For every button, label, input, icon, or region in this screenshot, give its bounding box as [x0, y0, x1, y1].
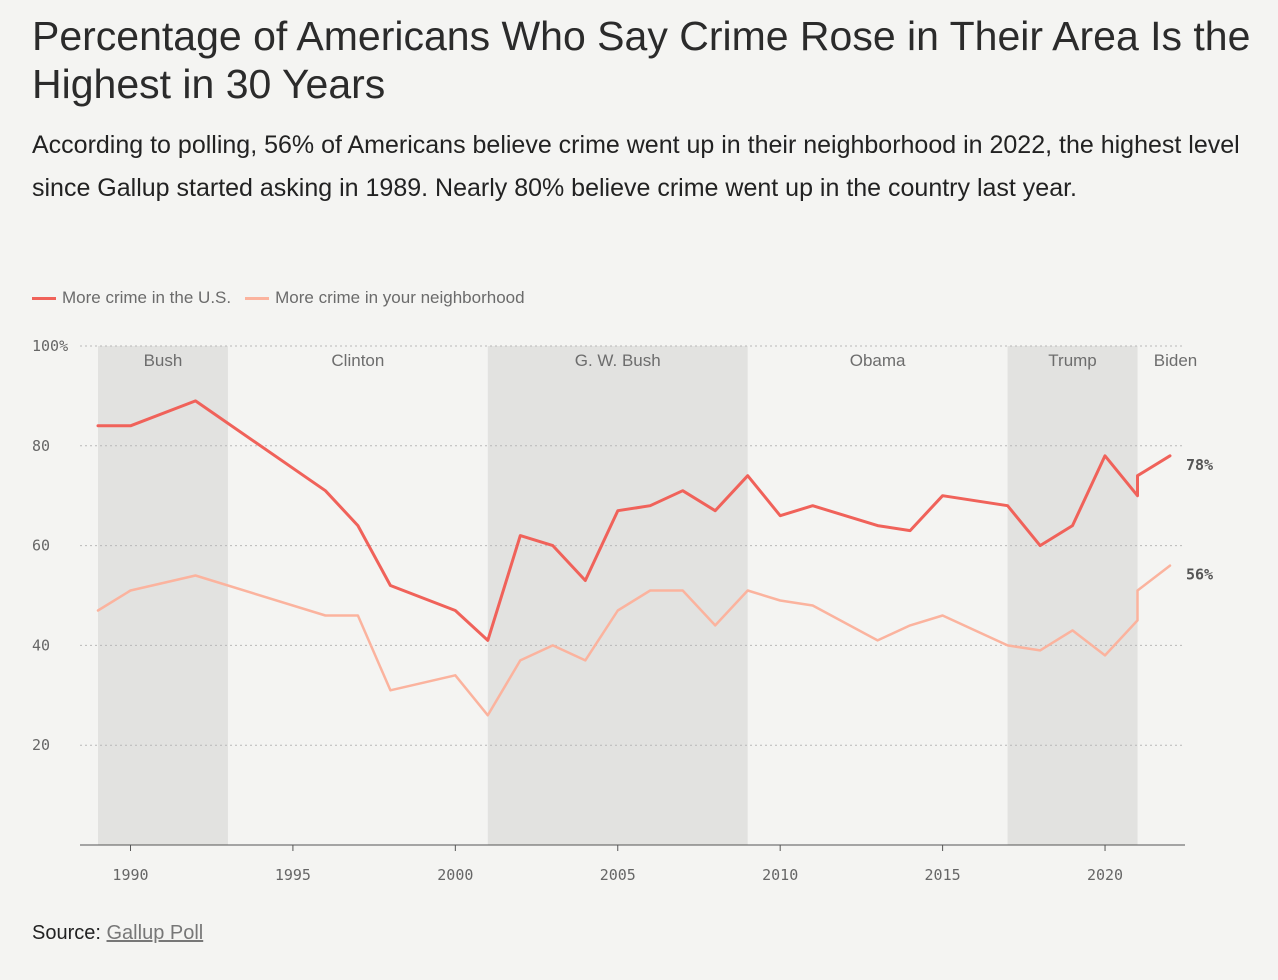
presidency-label-biden: Biden [1154, 351, 1197, 370]
legend-swatch-us [32, 296, 56, 300]
legend-label-us: More crime in the U.S. [62, 288, 232, 307]
presidency-band-bush [98, 346, 228, 845]
y-tick-label-80: 80 [32, 437, 50, 455]
legend: More crime in the U.S. More crime in you… [32, 287, 539, 309]
x-tick-label-2015: 2015 [925, 866, 961, 884]
x-tick-label-2010: 2010 [762, 866, 798, 884]
legend-swatch-neighborhood [245, 296, 270, 300]
line-chart: 20 40 60 80 100% 1990 1995 2000 2005 2010 2015 2020… [32, 337, 1213, 884]
y-tick-label-20: 20 [32, 736, 50, 754]
y-tick-label-40: 40 [32, 636, 50, 654]
x-tick-label-2000: 2000 [437, 866, 473, 884]
end-label-more-crime-in-the-u-s: 78% [1186, 456, 1213, 474]
chart-title: Percentage of Americans Who Say Crime Ro… [32, 13, 1251, 107]
series-line-more-crime-in-your-neighborhood [96, 564, 1172, 717]
chart-subtitle: According to polling, 56% of Americans b… [32, 131, 1240, 202]
y-tick-label-100: 100% [32, 337, 68, 355]
legend-item-us: More crime in the U.S. [32, 288, 231, 308]
presidency-label-obama: Obama [850, 351, 906, 370]
presidency-band-g-w-bush [487, 346, 748, 845]
end-label-more-crime-in-your-neighborhood: 56% [1186, 566, 1213, 584]
legend-item-neighborhood: More crime in your neighborhood [245, 288, 525, 308]
source-note: Source: Gallup Poll [32, 922, 203, 945]
x-tick-label-1995: 1995 [275, 866, 311, 884]
x-tick-label-2020: 2020 [1087, 866, 1123, 884]
presidency-label-clinton: Clinton [331, 351, 384, 370]
presidency-band-trump [1007, 346, 1138, 845]
presidency-label-bush: Bush [144, 351, 183, 370]
series-line-more-crime-in-the-u-s [96, 399, 1172, 642]
x-tick-label-1990: 1990 [112, 866, 148, 884]
x-tick-label-2005: 2005 [600, 866, 636, 884]
legend-label-neighborhood: More crime in your neighborhood [275, 288, 525, 307]
presidency-label-g-w-bush: G. W. Bush [575, 351, 661, 370]
source-label: Source: [32, 922, 101, 944]
presidency-label-trump: Trump [1048, 351, 1097, 370]
source-link[interactable]: Gallup Poll [106, 922, 204, 944]
y-tick-label-60: 60 [32, 537, 50, 555]
